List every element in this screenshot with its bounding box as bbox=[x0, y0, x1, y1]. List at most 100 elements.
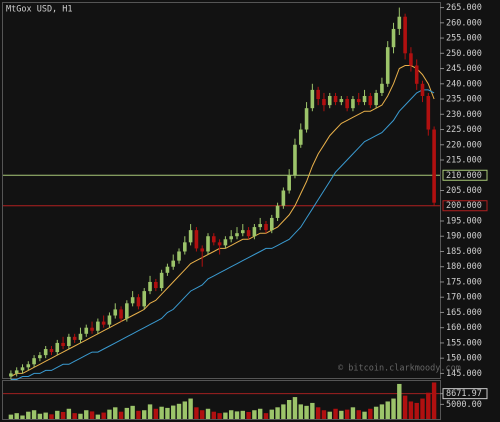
volume-bar bbox=[66, 408, 72, 419]
candle-body bbox=[351, 99, 355, 109]
volume-bar bbox=[113, 407, 118, 419]
candle-body bbox=[165, 266, 170, 273]
volume-bar bbox=[269, 409, 274, 419]
volume-bar bbox=[153, 408, 159, 419]
volume-bar bbox=[124, 407, 130, 419]
volume-bar bbox=[286, 400, 292, 419]
candle-body bbox=[229, 236, 233, 240]
y-tick-label: 225.000 bbox=[446, 125, 482, 135]
candle-body bbox=[26, 364, 31, 368]
y-tick-label: 185.000 bbox=[446, 247, 482, 257]
volume-bar bbox=[49, 414, 54, 419]
candle-body bbox=[194, 230, 199, 249]
candle-body bbox=[269, 217, 274, 231]
volume-bar bbox=[165, 407, 170, 419]
candle-body bbox=[333, 95, 338, 103]
volume-bar bbox=[263, 413, 269, 419]
candle-body bbox=[9, 373, 13, 377]
candle-body bbox=[362, 95, 367, 103]
volume-bar bbox=[246, 411, 251, 419]
candle-body bbox=[84, 327, 89, 334]
y-tick-label: 170.000 bbox=[446, 293, 482, 303]
candle-body bbox=[212, 236, 216, 243]
candle-body bbox=[310, 89, 315, 109]
candle-body bbox=[67, 336, 71, 346]
candle-body bbox=[374, 92, 378, 106]
y-tick-label: 180.000 bbox=[446, 262, 482, 272]
volume-bar bbox=[292, 397, 298, 419]
y-tick-label: 230.000 bbox=[446, 110, 482, 120]
volume-bar bbox=[368, 408, 373, 419]
candle-body bbox=[119, 309, 123, 319]
volume-bar bbox=[31, 410, 37, 419]
price-level-label: 200.000 bbox=[446, 201, 482, 211]
volume-tick-label: 8671.97 bbox=[446, 389, 482, 399]
candle-body bbox=[188, 230, 193, 243]
volume-bar bbox=[356, 410, 361, 419]
candle-body bbox=[20, 367, 25, 371]
volume-bar bbox=[240, 410, 245, 419]
candle-body bbox=[136, 297, 141, 307]
candle-body bbox=[345, 99, 349, 109]
volume-bar bbox=[315, 407, 321, 419]
volume-bar bbox=[414, 402, 419, 419]
volume-bar bbox=[223, 412, 228, 419]
candle-body bbox=[142, 291, 147, 307]
chart-title: MtGox USD, H1 bbox=[6, 5, 73, 15]
candle-body bbox=[380, 83, 384, 93]
candle-body bbox=[316, 89, 320, 100]
candle-body bbox=[49, 349, 54, 353]
candle-body bbox=[206, 236, 210, 252]
candle-body bbox=[90, 327, 94, 331]
volume-bar bbox=[344, 409, 350, 419]
y-tick-label: 195.000 bbox=[446, 216, 482, 226]
volume-bar bbox=[84, 410, 89, 419]
candle-body bbox=[385, 47, 390, 84]
candle-body bbox=[96, 321, 100, 331]
candle-body bbox=[61, 342, 65, 346]
volume-bar bbox=[234, 411, 240, 419]
candle-body bbox=[171, 260, 176, 267]
volume-bar bbox=[101, 412, 106, 419]
volume-bar bbox=[211, 411, 217, 419]
volume-bar bbox=[281, 404, 286, 419]
candle-body bbox=[125, 303, 129, 319]
y-tick-label: 205.000 bbox=[446, 186, 482, 196]
candle-body bbox=[281, 190, 286, 206]
y-tick-label: 155.000 bbox=[446, 338, 482, 348]
candle-body bbox=[101, 321, 106, 325]
volume-bar bbox=[130, 405, 135, 419]
volume-bar bbox=[43, 412, 48, 419]
volume-bar bbox=[78, 413, 83, 419]
volume-bar bbox=[171, 405, 176, 419]
volume-bar bbox=[55, 410, 60, 419]
volume-bar bbox=[147, 404, 153, 419]
candle-body bbox=[113, 309, 118, 316]
volume-bar bbox=[426, 392, 431, 419]
candle-body bbox=[235, 233, 239, 237]
volume-bar bbox=[327, 411, 332, 419]
candle-body bbox=[240, 230, 245, 234]
moving-average-line bbox=[10, 89, 435, 380]
volume-bar bbox=[217, 413, 222, 419]
volume-bar bbox=[373, 406, 379, 419]
candle-body bbox=[327, 95, 332, 106]
volume-bar bbox=[37, 413, 43, 419]
candle-body bbox=[14, 370, 19, 374]
candle-body bbox=[177, 251, 181, 261]
volume-bar bbox=[60, 411, 66, 419]
volume-bar bbox=[339, 410, 344, 419]
volume-bar bbox=[408, 401, 414, 419]
y-tick-label: 145.000 bbox=[446, 369, 482, 379]
volume-bar bbox=[431, 382, 437, 419]
volume-bar bbox=[385, 401, 390, 419]
volume-bar bbox=[402, 395, 408, 419]
volume-bar bbox=[310, 402, 315, 419]
candle-body bbox=[32, 358, 36, 365]
y-tick-label: 245.000 bbox=[446, 64, 482, 74]
volume-bar bbox=[252, 410, 257, 419]
y-tick-label: 250.000 bbox=[446, 49, 482, 59]
